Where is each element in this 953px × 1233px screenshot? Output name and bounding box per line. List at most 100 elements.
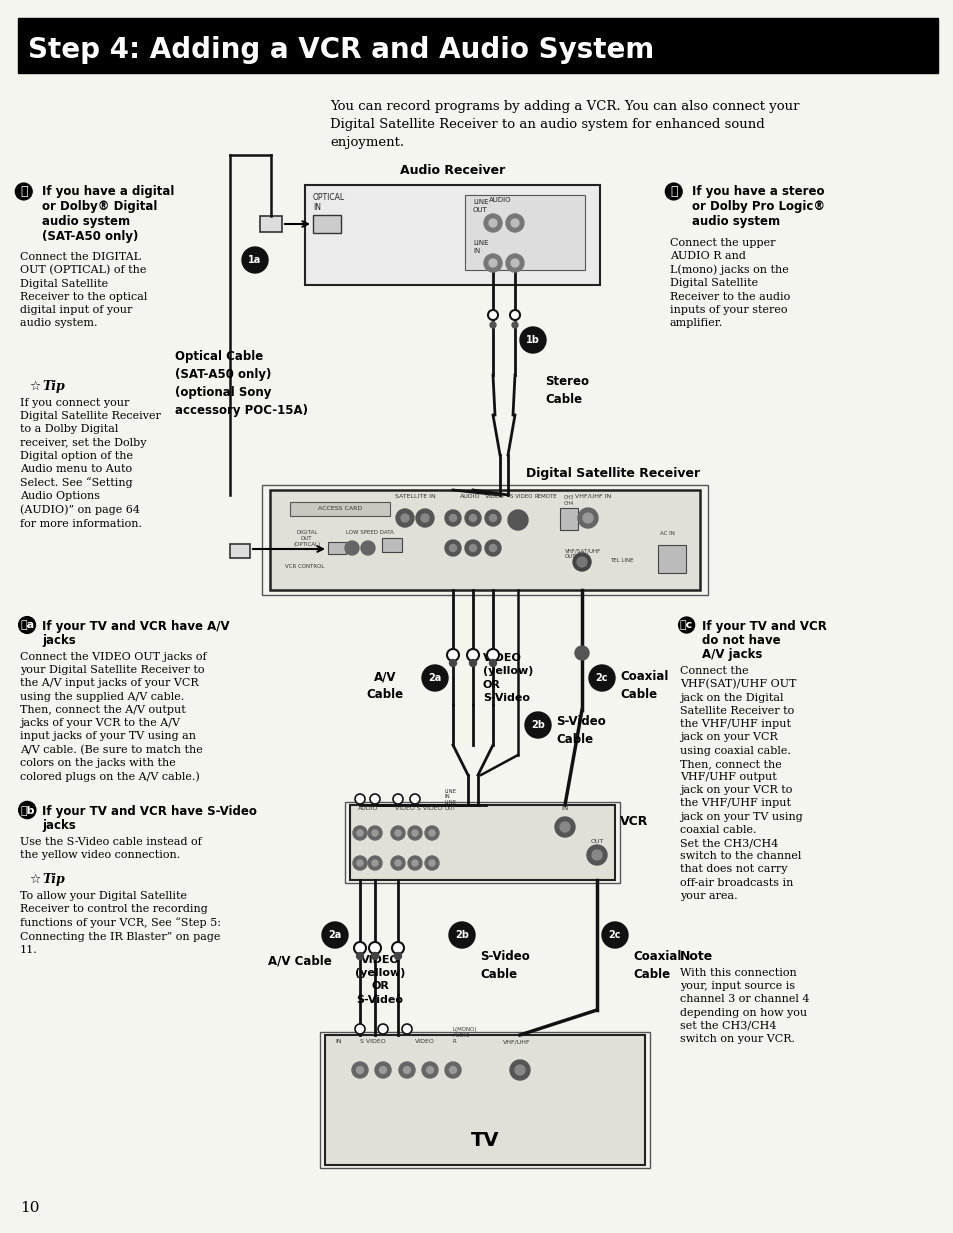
Circle shape	[395, 509, 414, 526]
Text: 2b: 2b	[455, 930, 469, 940]
Text: S VIDEO: S VIDEO	[359, 1039, 385, 1044]
Bar	[18, 18, 937, 73]
Circle shape	[586, 845, 606, 866]
Bar	[381, 538, 401, 552]
Text: or Dolby® Digital: or Dolby® Digital	[42, 200, 157, 213]
Text: SATELLITE IN: SATELLITE IN	[395, 494, 435, 499]
Text: (SAT-A50 only): (SAT-A50 only)	[42, 231, 138, 243]
Text: VHF/SAT/UHF
OUT: VHF/SAT/UHF OUT	[564, 549, 600, 559]
Text: Connect the VIDEO OUT jacks of
your Digital Satellite Receiver to
the A/V input : Connect the VIDEO OUT jacks of your Digi…	[20, 652, 207, 782]
Text: VIDEO S VIDEO: VIDEO S VIDEO	[395, 806, 442, 811]
Text: audio system: audio system	[42, 215, 130, 228]
Circle shape	[403, 1067, 410, 1074]
Text: VCR CONTROL: VCR CONTROL	[285, 563, 324, 568]
Text: If your TV and VCR: If your TV and VCR	[701, 620, 826, 633]
Circle shape	[401, 1023, 412, 1034]
Text: ⒢a: ⒢a	[20, 620, 34, 630]
Bar	[313, 215, 340, 233]
Text: LINE: LINE	[473, 199, 488, 205]
Text: To allow your Digital Satellite
Receiver to control the recording
functions of y: To allow your Digital Satellite Receiver…	[20, 891, 221, 954]
Text: TEL LINE: TEL LINE	[609, 559, 633, 563]
Text: jacks: jacks	[42, 819, 75, 832]
Circle shape	[577, 557, 586, 567]
Circle shape	[573, 552, 590, 571]
Text: Audio Receiver: Audio Receiver	[399, 164, 504, 178]
Text: LOW SPEED DATA: LOW SPEED DATA	[346, 530, 394, 535]
Text: VHF/UHF: VHF/UHF	[502, 1039, 530, 1044]
Circle shape	[368, 826, 381, 840]
Text: OPTICAL
IN: OPTICAL IN	[313, 194, 345, 212]
Circle shape	[416, 509, 434, 526]
Text: ☆: ☆	[30, 380, 45, 393]
Text: S-Video
Cable: S-Video Cable	[479, 949, 529, 981]
Circle shape	[578, 508, 598, 528]
Text: CH3
CH4: CH3 CH4	[563, 496, 574, 506]
Text: 2a: 2a	[328, 930, 341, 940]
Circle shape	[524, 711, 551, 739]
Circle shape	[391, 856, 405, 870]
Circle shape	[369, 942, 380, 954]
Text: 2a: 2a	[428, 673, 441, 683]
Text: S-Video
Cable: S-Video Cable	[556, 715, 605, 746]
Circle shape	[353, 856, 367, 870]
Bar	[270, 490, 700, 591]
Circle shape	[484, 510, 500, 526]
Circle shape	[483, 254, 501, 272]
Bar	[328, 543, 346, 554]
Text: do not have: do not have	[701, 634, 780, 647]
Text: AC IN: AC IN	[659, 531, 674, 536]
Text: A/V
Cable: A/V Cable	[366, 670, 403, 702]
Text: VHF/UHF IN: VHF/UHF IN	[575, 494, 611, 499]
Text: IN: IN	[473, 248, 479, 254]
Circle shape	[505, 254, 523, 272]
Circle shape	[354, 942, 366, 954]
Text: Connect the
VHF(SAT)/UHF OUT
jack on the Digital
Satellite Receiver to
the VHF/U: Connect the VHF(SAT)/UHF OUT jack on the…	[679, 666, 801, 901]
Text: AUDIO: AUDIO	[459, 494, 479, 499]
Text: VIDEO: VIDEO	[484, 494, 504, 499]
Text: 1b: 1b	[525, 335, 539, 345]
Circle shape	[412, 830, 417, 836]
Circle shape	[356, 830, 363, 836]
Text: A/V jacks: A/V jacks	[701, 649, 761, 661]
Circle shape	[395, 859, 400, 866]
Circle shape	[601, 922, 627, 948]
Text: If your TV and VCR have S-Video: If your TV and VCR have S-Video	[42, 805, 256, 817]
Text: Use the S-Video cable instead of
the yellow video connection.: Use the S-Video cable instead of the yel…	[20, 837, 201, 861]
Text: You can record programs by adding a VCR. You can also connect your
Digital Satel: You can record programs by adding a VCR.…	[330, 100, 799, 149]
Circle shape	[510, 309, 519, 321]
Circle shape	[421, 1062, 437, 1078]
Text: A/V Cable: A/V Cable	[268, 956, 332, 968]
Circle shape	[444, 1062, 460, 1078]
Circle shape	[484, 540, 500, 556]
Text: TV: TV	[470, 1131, 498, 1149]
Circle shape	[449, 514, 456, 522]
Circle shape	[449, 1067, 456, 1074]
Circle shape	[447, 649, 458, 661]
Text: Note: Note	[679, 949, 713, 963]
Text: DIGITAL
OUT
(OPTICAL): DIGITAL OUT (OPTICAL)	[294, 530, 320, 546]
Text: S VIDEO: S VIDEO	[510, 494, 532, 499]
Bar	[262, 485, 707, 596]
Circle shape	[489, 514, 496, 522]
Bar	[559, 508, 578, 530]
Circle shape	[489, 660, 496, 667]
Circle shape	[375, 1062, 391, 1078]
Circle shape	[400, 514, 409, 522]
Circle shape	[449, 545, 456, 551]
Circle shape	[449, 922, 475, 948]
Circle shape	[395, 953, 401, 959]
Text: 1a: 1a	[248, 255, 261, 265]
Text: If you have a stereo: If you have a stereo	[691, 185, 823, 199]
Circle shape	[393, 794, 402, 804]
Circle shape	[511, 259, 518, 268]
Circle shape	[353, 826, 367, 840]
Circle shape	[505, 215, 523, 232]
Text: AUDIO: AUDIO	[488, 197, 511, 203]
Text: If you have a digital: If you have a digital	[42, 185, 174, 199]
Circle shape	[429, 859, 435, 866]
Text: ⒢c: ⒢c	[679, 620, 693, 630]
Circle shape	[429, 830, 435, 836]
Circle shape	[512, 322, 517, 328]
Text: Connect the upper
AUDIO R and
L(mono) jacks on the
Digital Satellite
Receiver to: Connect the upper AUDIO R and L(mono) ja…	[669, 238, 789, 328]
Bar	[345, 801, 619, 883]
